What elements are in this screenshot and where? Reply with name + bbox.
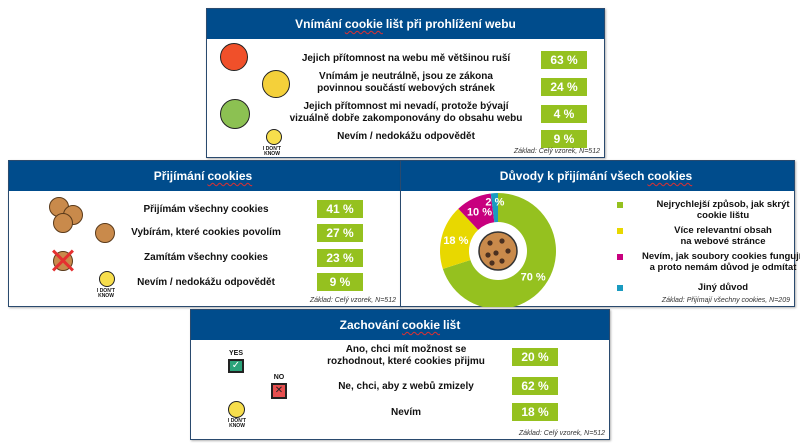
cookie-chip <box>485 252 491 258</box>
donut-slice <box>458 193 495 230</box>
neutral-face-icon <box>262 70 290 98</box>
value-box: 41 % <box>317 200 363 218</box>
legend-label: Nevím, jak soubory cookies fungují, a pr… <box>641 251 800 273</box>
value-box: 9 % <box>541 130 587 148</box>
base-note: Základ: Přijímají všechny cookies, N=209 <box>661 297 790 304</box>
slice-label: 2 % <box>485 197 504 209</box>
answer-text: Nevím / nedokážu odpovědět <box>137 277 275 288</box>
answer-text: Jejich přítomnost na webu mě většinou ru… <box>301 53 511 64</box>
cookies-icon <box>49 197 89 233</box>
answer-text: Nevím <box>390 407 422 418</box>
base-note: Základ: Celý vzorek, N=512 <box>309 297 396 304</box>
donut-slice <box>490 193 498 223</box>
angry-face-icon <box>220 43 248 71</box>
slice-label: 18 % <box>443 235 468 247</box>
cookie-chip <box>493 250 499 256</box>
legend-label: Nejrychlejší způsob, jak skrýt cookie li… <box>656 199 790 221</box>
base-note: Základ: Celý vzorek, N=512 <box>518 430 605 437</box>
title-text: lišt <box>443 318 461 332</box>
title-text: cookies <box>207 169 253 183</box>
donut-slice <box>440 208 479 269</box>
dont-know-label: I DON'T KNOW <box>96 288 116 299</box>
value-box: 23 % <box>317 249 363 267</box>
slice-label: 10 % <box>467 207 492 219</box>
reasons-panel: Důvody k přijímání všech cookies 70 % 18 %… <box>400 160 800 307</box>
cookie-chip <box>487 240 493 246</box>
no-label: NO <box>273 374 285 381</box>
cookie-chip <box>499 258 505 264</box>
legend-label: Jiný důvod <box>697 282 749 293</box>
cookie-icon <box>478 231 518 271</box>
value-box: 4 % <box>541 105 587 123</box>
cookie-chip <box>505 248 511 254</box>
legend-swatch <box>617 228 623 234</box>
keeping-header: Zachování cookie lišt <box>191 310 609 340</box>
value-box: 9 % <box>317 273 363 291</box>
legend-swatch <box>617 254 623 260</box>
answer-text: Zamítám všechny cookies <box>144 252 268 263</box>
happy-face-icon <box>220 99 250 129</box>
legend-item: Nejrychlejší způsob, jak skrýt cookie li… <box>617 199 800 221</box>
value-box: 18 % <box>512 403 558 421</box>
legend-swatch <box>617 285 623 291</box>
answer-text: Vybírám, které cookies povolím <box>131 227 281 238</box>
value-box: 63 % <box>541 51 587 69</box>
yes-checkbox-icon: ✓ <box>228 359 244 373</box>
value-box: 62 % <box>512 377 558 395</box>
dont-know-label: I DON'T KNOW <box>227 418 247 429</box>
answer-text: Přijímám všechny cookies <box>143 204 269 215</box>
base-note: Základ: Celý vzorek, N=512 <box>513 148 600 155</box>
value-box: 24 % <box>541 78 587 96</box>
accepting-panel: Přijímání cookies I DON'T KNOW Přijímám v… <box>8 160 401 307</box>
title-text: cookie <box>344 17 383 31</box>
accepting-header: Přijímání cookies <box>9 161 400 191</box>
answer-text: Jejich přítomnost mi nevadí, protože býv… <box>289 101 523 124</box>
cookie-icon <box>95 223 115 243</box>
legend-item: Jiný důvod <box>617 282 800 293</box>
title-text: Přijímání <box>153 169 205 183</box>
title-text: lišt při prohlížení webu <box>385 17 516 31</box>
dont-know-face-icon <box>99 271 115 287</box>
answer-text: Ne, chci, aby z webů zmizely <box>338 381 474 392</box>
perception-panel: Vnímání cookie lišt při prohlížení webu I … <box>206 8 605 158</box>
title-text: cookies <box>647 169 693 183</box>
cookie-chip <box>499 238 505 244</box>
dont-know-face-icon <box>228 401 245 418</box>
title-text: cookie <box>402 318 441 332</box>
answer-text: Vnímám je neutrálně, jsou ze zákona povi… <box>317 71 495 94</box>
legend-label: Více relevantní obsah na webové stránce <box>674 225 772 247</box>
title-text: Vnímání <box>295 17 342 31</box>
legend-item: Více relevantní obsah na webové stránce <box>617 225 800 247</box>
answer-text: Nevím / nedokážu odpovědět <box>337 131 475 142</box>
keeping-panel: Zachování cookie lišt YES ✓ NO ✕ I DON'T K… <box>190 309 610 440</box>
slice-label: 70 % <box>521 272 546 284</box>
value-box: 27 % <box>317 224 363 242</box>
donut-chart: 70 % 18 % 10 %2 % <box>440 193 556 307</box>
no-checkbox-icon: ✕ <box>271 383 287 399</box>
legend-item: Nevím, jak soubory cookies fungují, a pr… <box>617 251 800 273</box>
dont-know-label: I DON'T KNOW <box>262 146 282 157</box>
value-box: 20 % <box>512 348 558 366</box>
legend-swatch <box>617 202 623 208</box>
cookie-chip <box>489 260 495 266</box>
yes-label: YES <box>228 350 243 357</box>
title-text: Zachování <box>339 318 399 332</box>
dont-know-face-icon <box>266 129 282 145</box>
reasons-header: Důvody k přijímání všech cookies <box>401 161 794 191</box>
rejected-cookie-icon <box>51 249 75 273</box>
answer-text: Ano, chci mít možnost se rozhodnout, kte… <box>327 344 485 367</box>
perception-header: Vnímání cookie lišt při prohlížení webu <box>207 9 604 39</box>
donut-slice <box>442 193 556 307</box>
title-text: Důvody k přijímání všech <box>499 169 645 183</box>
